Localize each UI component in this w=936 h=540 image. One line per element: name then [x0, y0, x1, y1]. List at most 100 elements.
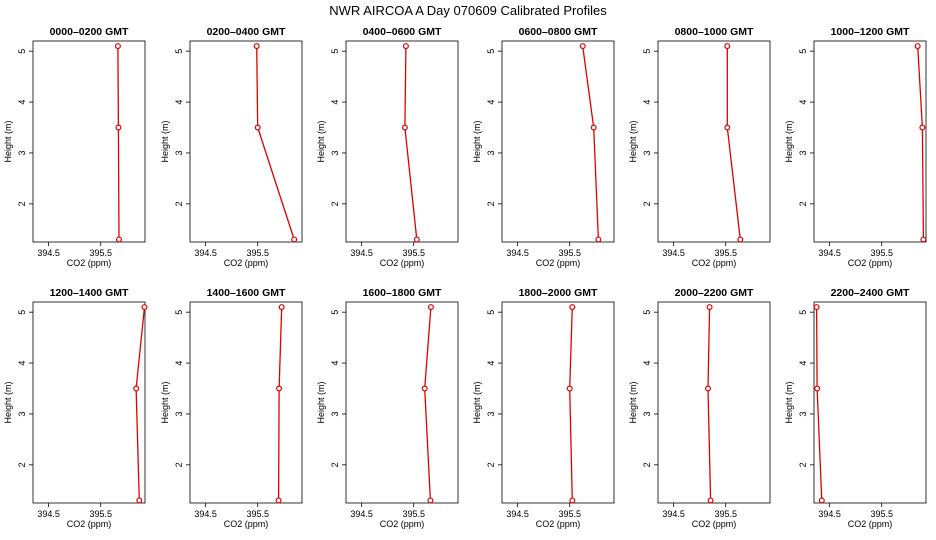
profile-line [582, 46, 600, 240]
y-tick-label: 4 [174, 100, 184, 105]
profile-point [401, 124, 408, 131]
x-axis-label: CO2 (ppm) [848, 519, 893, 529]
profile-point [136, 497, 143, 504]
y-tick-label: 3 [798, 150, 808, 155]
profile-point [724, 124, 731, 131]
y-tick-label: 4 [17, 361, 27, 366]
y-tick-label: 5 [330, 310, 340, 315]
x-axis-label: CO2 (ppm) [692, 258, 737, 268]
y-axis-label: Height (m) [472, 381, 482, 423]
x-tick-label: 395.5 [402, 509, 425, 519]
x-tick-label: 395.5 [870, 248, 893, 258]
panel-title: 1200–1400 GMT [50, 287, 129, 299]
profile-point [914, 43, 921, 50]
y-axis-label: Height (m) [3, 381, 13, 423]
panel-title: 1600–1800 GMT [363, 287, 442, 299]
y-tick-label: 3 [330, 411, 340, 416]
profile-line [917, 46, 925, 240]
profile-point [115, 124, 122, 131]
profile-line [404, 46, 418, 240]
profile-point [813, 304, 820, 311]
profile-point [276, 385, 283, 392]
profile-point [141, 304, 148, 311]
x-axis-label: CO2 (ppm) [380, 519, 425, 529]
profile-line [117, 46, 120, 240]
x-tick-label: 395.5 [89, 248, 112, 258]
y-tick-label: 3 [642, 150, 652, 155]
profile-point [737, 236, 744, 243]
y-tick-label: 5 [642, 310, 652, 315]
x-tick-label: 394.5 [350, 248, 373, 258]
y-tick-label: 3 [174, 411, 184, 416]
profile-point [253, 43, 260, 50]
profile-point [595, 236, 602, 243]
profile-point [275, 497, 282, 504]
x-tick-label: 395.5 [558, 248, 581, 258]
x-axis-label: CO2 (ppm) [536, 519, 581, 529]
profile-line [277, 307, 283, 501]
profile-point [569, 497, 576, 504]
x-tick-label: 395.5 [246, 248, 269, 258]
y-tick-label: 4 [330, 100, 340, 105]
y-tick-label: 4 [486, 100, 496, 105]
profile-line [424, 307, 432, 501]
x-tick-label: 394.5 [662, 509, 685, 519]
y-tick-label: 4 [486, 361, 496, 366]
profile-point [402, 43, 409, 50]
x-tick-label: 394.5 [194, 509, 217, 519]
profile-line [707, 307, 712, 501]
y-tick-label: 5 [798, 310, 808, 315]
profile-point [254, 124, 261, 131]
panel-title: 0600–0800 GMT [519, 26, 598, 38]
panel-title: 0000–0200 GMT [50, 26, 129, 38]
plot-frame [189, 40, 303, 243]
x-tick-label: 395.5 [870, 509, 893, 519]
x-tick-label: 395.5 [402, 248, 425, 258]
profile-line [569, 307, 573, 501]
y-tick-label: 5 [174, 49, 184, 54]
y-tick-label: 5 [17, 310, 27, 315]
y-tick-label: 2 [642, 201, 652, 206]
panel-title: 1800–2000 GMT [519, 287, 598, 299]
y-tick-label: 2 [330, 462, 340, 467]
x-tick-label: 394.5 [818, 509, 841, 519]
x-tick-label: 395.5 [714, 248, 737, 258]
x-tick-label: 395.5 [246, 509, 269, 519]
plot-frame [32, 301, 146, 504]
profile-point [818, 497, 825, 504]
y-axis-label: Height (m) [628, 120, 638, 162]
profile-point [566, 385, 573, 392]
x-axis-label: CO2 (ppm) [692, 519, 737, 529]
y-tick-label: 3 [174, 150, 184, 155]
y-axis-label: Height (m) [160, 120, 170, 162]
y-tick-label: 2 [486, 201, 496, 206]
x-axis-label: CO2 (ppm) [848, 258, 893, 268]
profile-point [724, 43, 731, 50]
plot-frame [501, 40, 615, 243]
y-axis-label: Height (m) [3, 120, 13, 162]
y-tick-label: 3 [17, 411, 27, 416]
profile-line [135, 307, 146, 501]
y-axis-label: Height (m) [784, 381, 794, 423]
x-axis-label: CO2 (ppm) [224, 519, 269, 529]
x-axis-label: CO2 (ppm) [380, 258, 425, 268]
y-tick-label: 3 [798, 411, 808, 416]
y-axis-label: Height (m) [472, 120, 482, 162]
panel-title: 0200–0400 GMT [207, 26, 286, 38]
y-tick-label: 4 [330, 361, 340, 366]
y-tick-label: 2 [174, 201, 184, 206]
y-tick-label: 4 [642, 100, 652, 105]
y-tick-label: 4 [798, 361, 808, 366]
y-axis-label: Height (m) [316, 120, 326, 162]
profile-point [706, 304, 713, 311]
figure-title: NWR AIRCOA A Day 070609 Calibrated Profi… [329, 3, 607, 18]
y-tick-label: 4 [798, 100, 808, 105]
y-axis-label: Height (m) [628, 381, 638, 423]
y-tick-label: 4 [174, 361, 184, 366]
